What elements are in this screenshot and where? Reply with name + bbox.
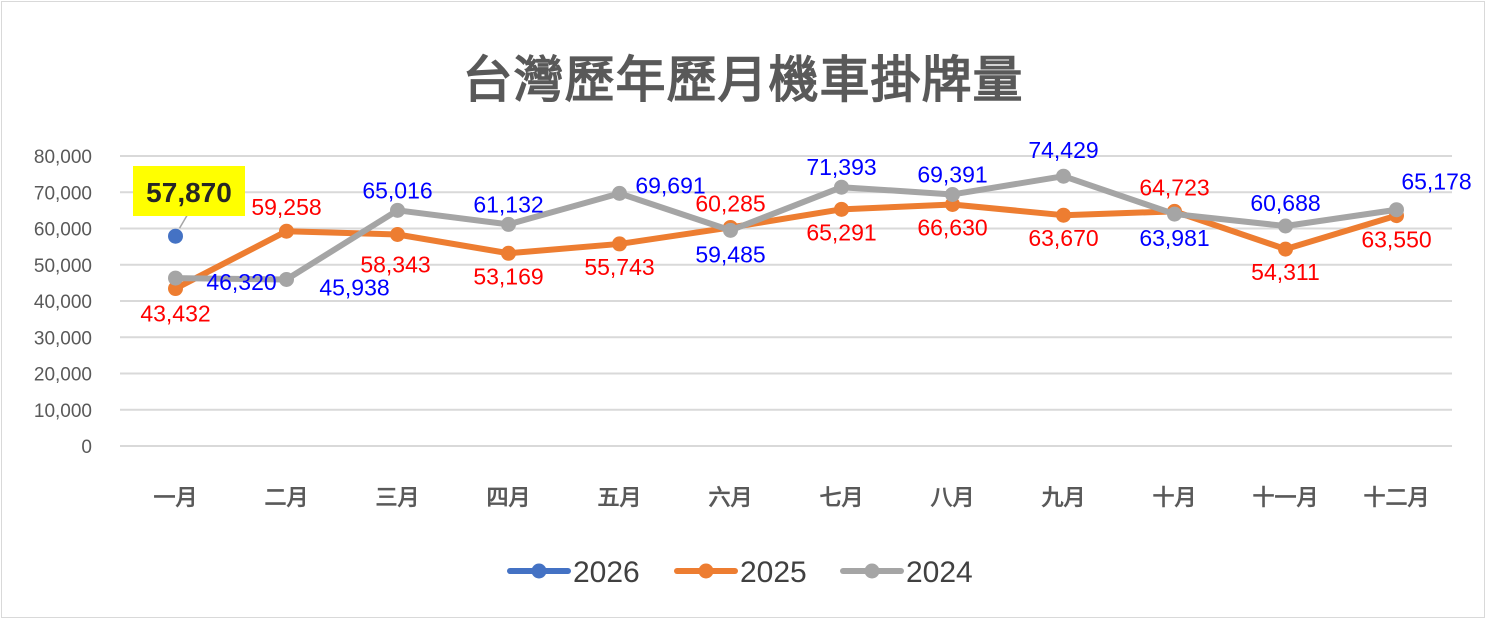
y-tick-label: 0 bbox=[81, 437, 92, 458]
y-tick-label: 50,000 bbox=[34, 256, 92, 277]
data-label-2025: 63,550 bbox=[1361, 227, 1431, 253]
data-point-2025[interactable] bbox=[1278, 241, 1293, 257]
data-label-2025: 66,630 bbox=[917, 214, 987, 240]
data-point-2024[interactable] bbox=[1389, 202, 1404, 218]
data-label-2025: 58,343 bbox=[360, 252, 430, 278]
x-tick-label: 一月 bbox=[153, 486, 197, 511]
data-point-2024[interactable] bbox=[612, 185, 627, 201]
chart-title: 台灣歷年歷月機車掛牌量 bbox=[462, 51, 1024, 109]
data-point-2024[interactable] bbox=[834, 179, 849, 195]
data-point-2024[interactable] bbox=[390, 202, 405, 218]
x-tick-label: 四月 bbox=[486, 486, 530, 511]
x-tick-label: 五月 bbox=[597, 486, 641, 511]
legend-label: 2024 bbox=[906, 556, 973, 589]
legend-item-2025[interactable]: 2025 bbox=[674, 556, 807, 589]
legend-label: 2025 bbox=[740, 556, 807, 589]
data-label-2025: 60,285 bbox=[695, 190, 765, 216]
data-label-2024: 59,485 bbox=[695, 241, 765, 267]
data-label-2024: 46,320 bbox=[206, 269, 276, 295]
x-tick-label: 七月 bbox=[819, 486, 863, 511]
legend-marker-icon bbox=[531, 563, 547, 579]
data-label-2025: 64,723 bbox=[1139, 174, 1209, 200]
legend-marker-icon bbox=[698, 563, 714, 579]
x-tick-label: 十月 bbox=[1152, 486, 1196, 511]
data-point-2024[interactable] bbox=[723, 222, 738, 238]
data-label-2024: 65,016 bbox=[362, 177, 432, 203]
x-tick-label: 十一月 bbox=[1252, 486, 1318, 511]
x-tick-label: 三月 bbox=[375, 486, 419, 511]
y-tick-label: 40,000 bbox=[34, 292, 92, 313]
x-axis-ticks: 一月 二月 三月 四月 五月 六月 七月 八月 九月 十月 十一月 十二月 bbox=[153, 486, 1429, 511]
callout-box bbox=[133, 166, 245, 216]
legend-item-2024[interactable]: 2024 bbox=[840, 556, 973, 589]
callout-label-2026: 57,870 bbox=[146, 177, 232, 208]
data-label-2025: 63,670 bbox=[1028, 225, 1098, 251]
data-label-2024: 69,391 bbox=[917, 161, 987, 187]
data-label-2025: 53,169 bbox=[473, 263, 543, 289]
data-point-2025[interactable] bbox=[390, 227, 405, 243]
data-point-2026[interactable] bbox=[168, 228, 183, 244]
data-label-2025: 43,432 bbox=[140, 301, 210, 327]
data-point-2025[interactable] bbox=[834, 201, 849, 217]
data-label-2024: 65,178 bbox=[1401, 169, 1471, 195]
data-label-2024: 69,691 bbox=[635, 172, 705, 198]
x-tick-label: 九月 bbox=[1040, 486, 1085, 511]
legend-marker-icon bbox=[864, 563, 880, 579]
data-label-2025: 54,311 bbox=[1251, 259, 1320, 285]
y-tick-label: 70,000 bbox=[34, 183, 92, 204]
data-point-2024[interactable] bbox=[945, 186, 960, 202]
legend: 2026 2025 2024 bbox=[507, 556, 973, 589]
data-label-2024: 61,132 bbox=[473, 191, 543, 217]
y-axis-ticks: 0 10,000 20,000 30,000 40,000 50,000 60,000 70,… bbox=[34, 147, 92, 458]
x-tick-label: 六月 bbox=[708, 486, 752, 511]
data-label-2024: 45,938 bbox=[319, 274, 389, 300]
data-label-2025: 65,291 bbox=[806, 219, 876, 245]
data-label-2025: 59,258 bbox=[251, 194, 321, 220]
x-tick-label: 十二月 bbox=[1363, 486, 1429, 511]
data-point-2025[interactable] bbox=[1056, 207, 1071, 223]
data-label-2024: 71,393 bbox=[806, 154, 876, 180]
data-labels: 43,432 59,258 58,343 53,169 55,743 60,285 65,2… bbox=[133, 137, 1472, 327]
legend-label: 2026 bbox=[573, 556, 640, 589]
data-point-2024[interactable] bbox=[501, 216, 516, 232]
data-point-2024[interactable] bbox=[168, 270, 183, 286]
data-label-2024: 63,981 bbox=[1139, 225, 1209, 251]
x-tick-label: 二月 bbox=[264, 486, 308, 511]
gridlines bbox=[120, 155, 1452, 447]
data-label-2024: 74,429 bbox=[1028, 137, 1098, 163]
y-tick-label: 60,000 bbox=[34, 220, 92, 241]
data-point-2025[interactable] bbox=[612, 236, 627, 252]
y-tick-label: 30,000 bbox=[34, 328, 92, 349]
data-point-2025[interactable] bbox=[279, 223, 294, 239]
y-tick-label: 20,000 bbox=[34, 365, 92, 386]
data-point-2024[interactable] bbox=[1278, 218, 1293, 234]
x-tick-label: 八月 bbox=[930, 486, 974, 511]
data-point-2024[interactable] bbox=[279, 271, 294, 287]
data-point-2025[interactable] bbox=[501, 245, 516, 261]
legend-item-2026[interactable]: 2026 bbox=[507, 556, 640, 589]
y-tick-label: 10,000 bbox=[34, 401, 92, 422]
data-label-2024: 60,688 bbox=[1250, 190, 1320, 216]
y-tick-label: 80,000 bbox=[34, 147, 92, 168]
data-point-2024[interactable] bbox=[1056, 168, 1071, 184]
series-line-2024 bbox=[175, 173, 1397, 283]
data-point-2024[interactable] bbox=[1167, 206, 1182, 222]
data-point-2025[interactable] bbox=[168, 281, 183, 297]
data-label-2025: 55,743 bbox=[584, 254, 654, 280]
series-lines bbox=[168, 168, 1404, 297]
